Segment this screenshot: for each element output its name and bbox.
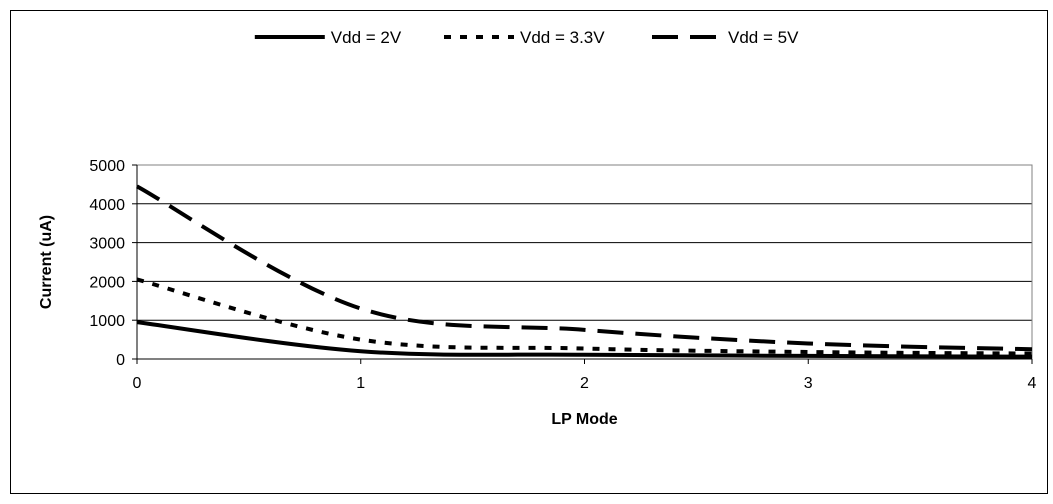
y-tick-label: 5000 (89, 158, 125, 175)
x-tick-label: 2 (580, 375, 589, 392)
y-axis-title: Current (uA) (38, 215, 55, 309)
x-tick-label: 0 (133, 375, 142, 392)
legend-label: Vdd = 2V (331, 28, 402, 47)
x-tick-label: 4 (1028, 375, 1037, 392)
x-axis-title: LP Mode (551, 411, 617, 428)
grid-lines (137, 164, 1032, 321)
chart-frame: Vdd = 2V Vdd = 3.3V Vdd = 5V 0 1000 2000 3000… (10, 10, 1048, 494)
line-chart: Vdd = 2V Vdd = 3.3V Vdd = 5V 0 1000 2000 3000… (38, 28, 1037, 428)
legend-item-2: Vdd = 3.3V (444, 28, 605, 47)
legend-label: Vdd = 5V (728, 28, 799, 47)
y-tick-label: 3000 (89, 236, 125, 253)
series-line-2 (136, 277, 1033, 356)
series-line-3 (136, 184, 1033, 352)
legend-item-3: Vdd = 5V (652, 28, 799, 47)
series-line-1 (136, 320, 1033, 359)
legend: Vdd = 2V Vdd = 3.3V Vdd = 5V (254, 28, 799, 47)
y-tick-label: 2000 (89, 274, 125, 291)
legend-item-1: Vdd = 2V (254, 28, 402, 47)
y-tick-label: 4000 (89, 197, 125, 214)
legend-label: Vdd = 3.3V (520, 28, 605, 47)
y-axis-ticks: 0 1000 2000 3000 4000 5000 (89, 158, 138, 369)
x-tick-label: 1 (356, 375, 365, 392)
series-layer (136, 184, 1033, 359)
x-tick-label: 3 (804, 375, 813, 392)
x-axis-ticks: 0 1 2 3 4 (133, 358, 1037, 392)
y-tick-label: 0 (116, 352, 125, 369)
y-tick-label: 1000 (89, 313, 125, 330)
